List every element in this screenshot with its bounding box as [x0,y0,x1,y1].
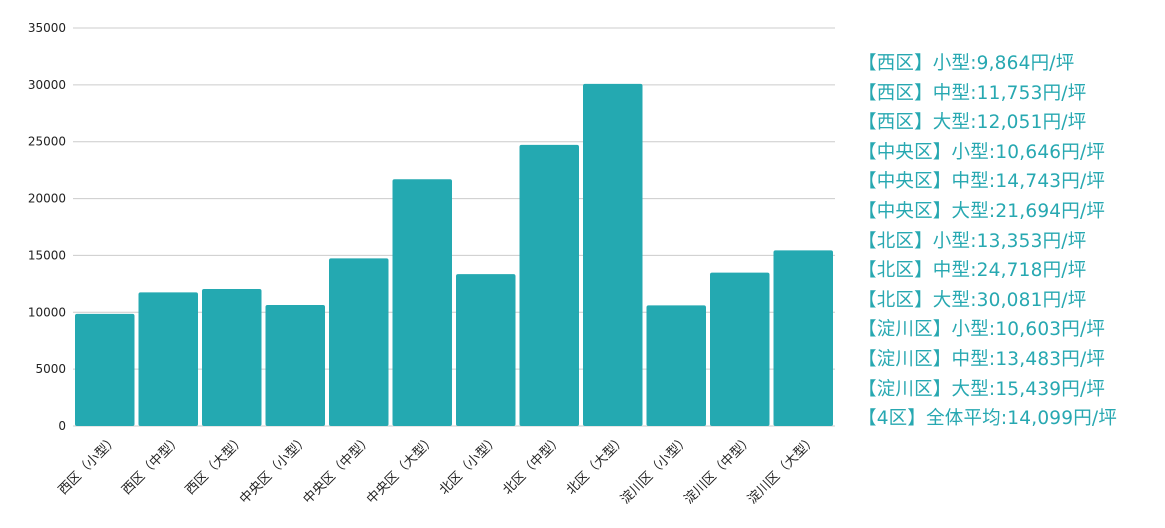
bar [138,292,198,426]
x-tick-label: 西区（大型） [183,432,249,498]
bar [329,258,389,426]
bar [519,144,579,427]
annotation-item: 【中央区】大型:21,694円/坪 [858,200,1106,222]
bar [202,288,262,426]
x-tick-label: 西区（小型） [56,432,122,498]
annotation-item: 【中央区】中型:14,743円/坪 [858,171,1106,193]
annotation-item: 【西区】大型:12,051円/坪 [858,112,1087,134]
annotation-item: 【西区】小型:9,864円/坪 [858,53,1075,74]
x-tick-label: 西区（中型） [119,432,185,498]
y-tick-label: 10000 [28,305,66,319]
bar [265,304,325,426]
annotation-item: 【北区】中型:24,718円/坪 [858,260,1087,282]
annotation-item: 【4区】全体平均:14,099円/坪 [858,408,1118,430]
y-axis-ticks: 0 5000 10000 15000 20000 25000 30000 35000 [28,21,66,433]
x-tick-label: 中央区（大型） [364,432,439,507]
x-axis-labels: 西区（小型）西区（中型）西区（大型）中央区（小型）中央区（中型）中央区（大型）北… [56,432,820,507]
bar-chart: 0 5000 10000 15000 20000 25000 30000 35000 西区（小… [28,21,835,507]
x-tick-label: 北区（大型） [564,432,630,498]
y-tick-label: 0 [58,419,66,433]
bars [75,83,833,427]
y-tick-label: 15000 [28,248,66,262]
y-tick-label: 5000 [35,362,66,376]
gridlines [73,27,835,427]
y-tick-label: 35000 [28,21,66,35]
y-tick-label: 20000 [28,192,66,206]
bar [456,274,516,426]
annotation-item: 【淀川区】中型:13,483円/坪 [858,348,1106,370]
annotation-list: 【西区】小型:9,864円/坪 【西区】中型:11,753円/坪 【西区】大型:12… [858,49,1117,434]
bar [773,250,833,426]
x-tick-label: 淀川区（大型） [745,432,820,507]
annotation-item: 【中央区】小型:10,646円/坪 [858,141,1106,163]
x-tick-label: 北区（中型） [500,432,566,498]
annotation-item: 【北区】小型:13,353円/坪 [858,230,1087,252]
bar [710,272,770,426]
bar [583,83,643,426]
bar [392,179,452,426]
bar [646,305,706,426]
annotation-item: 【北区】大型:30,081円/坪 [858,289,1087,311]
x-tick-label: 北区（小型） [437,432,503,498]
annotation-item: 【西区】中型:11,753円/坪 [858,82,1087,104]
y-tick-label: 30000 [28,78,66,92]
annotation-item: 【淀川区】大型:15,439円/坪 [858,378,1106,400]
annotation-item: 【淀川区】小型:10,603円/坪 [858,319,1106,341]
bar [75,313,135,426]
y-tick-label: 25000 [28,135,66,149]
